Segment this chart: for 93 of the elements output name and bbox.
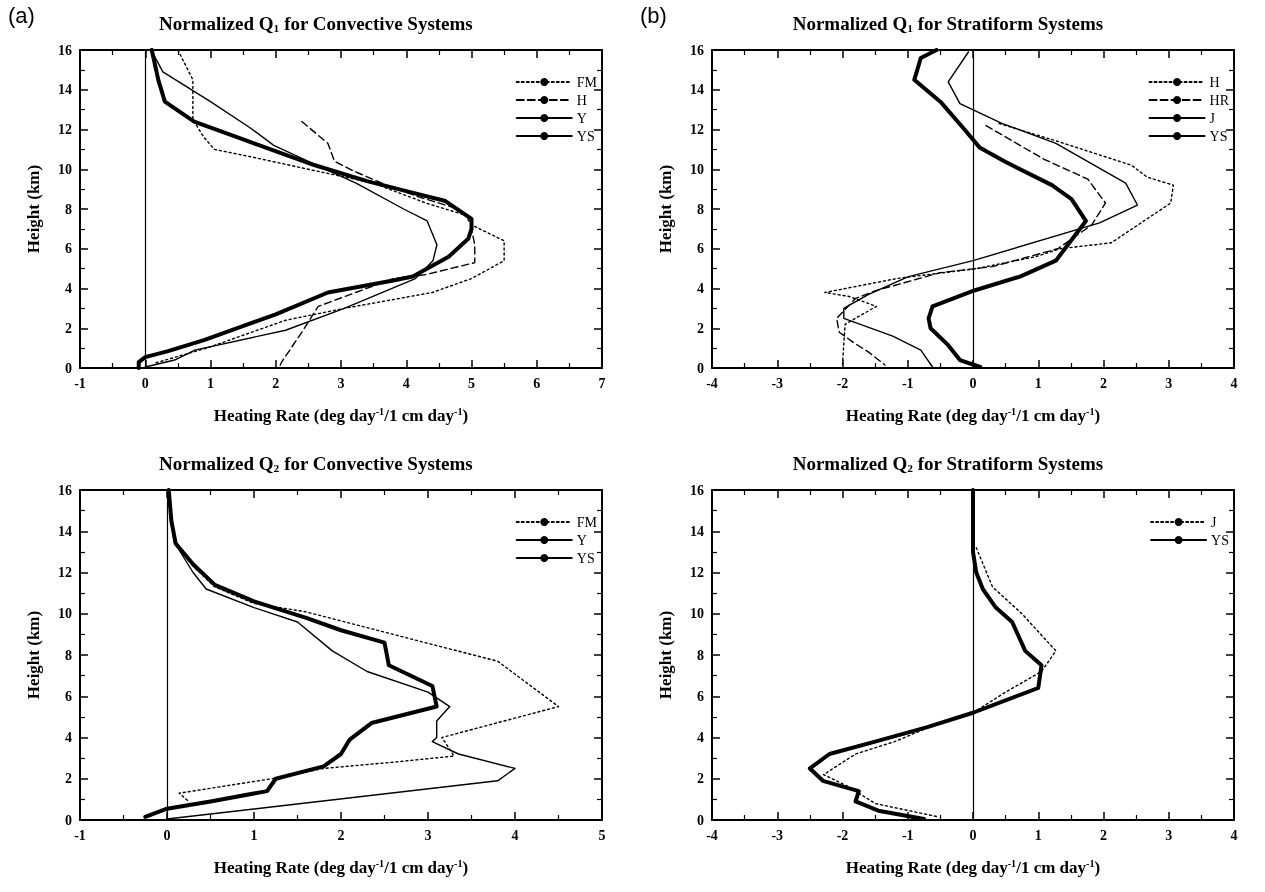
x-tick-label: 2 — [337, 827, 345, 843]
x-tick-label: 3 — [424, 827, 432, 843]
legend-label: YS — [576, 128, 595, 144]
x-tick-label: 3 — [1165, 375, 1173, 391]
y-tick-label: 4 — [65, 730, 72, 745]
chart-title: Normalized Q1 for Convective Systems — [159, 12, 473, 34]
legend-label: H — [1209, 74, 1220, 90]
y-tick-label: 4 — [697, 281, 704, 296]
legend-label: HR — [1209, 92, 1230, 108]
chart-title: Normalized Q2 for Stratiform Systems — [792, 452, 1104, 474]
y-tick-label: 0 — [697, 360, 704, 376]
legend-label: FM — [576, 514, 598, 530]
x-tick-label: -2 — [836, 827, 849, 843]
legend-label: YS — [1209, 128, 1228, 144]
y-tick-label: 8 — [65, 647, 72, 663]
y-axis-title: Height (km) — [656, 610, 675, 700]
x-tick-label: 0 — [969, 375, 977, 391]
legend-label: YS — [1211, 532, 1230, 548]
x-tick-label: -1 — [901, 827, 914, 843]
x-tick-label: 3 — [337, 375, 345, 391]
x-tick-label: 1 — [1034, 375, 1042, 391]
y-tick-label: 6 — [65, 241, 72, 257]
legend-label: J — [1211, 514, 1218, 530]
y-tick-label: 6 — [697, 241, 704, 257]
y-tick-label: 6 — [65, 688, 72, 704]
x-tick-label: 3 — [1165, 827, 1173, 843]
x-tick-label: 5 — [598, 827, 606, 843]
y-tick-label: 12 — [58, 122, 72, 137]
y-tick-label: 0 — [697, 812, 704, 828]
x-tick-label: -3 — [771, 375, 784, 391]
y-tick-label: 10 — [690, 161, 704, 177]
y-tick-label: 12 — [58, 565, 72, 580]
y-tick-label: 14 — [58, 523, 72, 539]
y-tick-label: 14 — [690, 82, 704, 98]
y-tick-label: 4 — [65, 281, 72, 296]
legend-label: Y — [576, 110, 587, 126]
x-tick-label: -1 — [74, 375, 86, 391]
x-tick-label: 4 — [1230, 375, 1238, 391]
y-tick-label: 8 — [697, 647, 704, 663]
y-axis-title: Height (km) — [24, 610, 43, 700]
y-tick-label: 16 — [58, 482, 72, 498]
x-tick-label: 2 — [1100, 827, 1107, 843]
y-tick-label: 2 — [65, 771, 72, 787]
x-tick-label: -1 — [74, 827, 86, 843]
legend-label: H — [576, 92, 587, 108]
y-tick-label: 10 — [58, 161, 72, 177]
x-tick-label: 0 — [163, 827, 171, 843]
x-tick-label: -2 — [836, 375, 849, 391]
legend-label: FM — [576, 74, 598, 90]
x-tick-label: -4 — [706, 375, 718, 391]
y-tick-label: 14 — [58, 82, 72, 98]
x-tick-label: -3 — [771, 827, 784, 843]
x-tick-label: 0 — [969, 827, 977, 843]
x-tick-label: 5 — [468, 375, 475, 391]
x-tick-label: 6 — [533, 375, 541, 391]
text: (a) — [8, 2, 35, 28]
x-tick-label: 2 — [1100, 375, 1107, 391]
x-tick-label: 1 — [1034, 827, 1042, 843]
y-tick-label: 12 — [690, 122, 704, 137]
x-tick-label: 4 — [1230, 827, 1238, 843]
y-tick-label: 2 — [697, 771, 704, 787]
y-tick-label: 2 — [65, 320, 72, 336]
y-tick-label: 2 — [697, 320, 704, 336]
y-tick-label: 16 — [690, 482, 704, 498]
x-tick-label: 4 — [511, 827, 519, 843]
text: (b) — [640, 2, 667, 28]
legend-label: J — [1209, 110, 1216, 126]
x-tick-label: -4 — [706, 827, 718, 843]
x-tick-label: 1 — [250, 827, 258, 843]
y-tick-label: 10 — [690, 606, 704, 622]
y-tick-label: 16 — [58, 42, 72, 58]
y-tick-label: 12 — [690, 565, 704, 580]
legend-label: Y — [576, 532, 587, 548]
y-tick-label: 6 — [697, 688, 704, 704]
y-tick-label: 8 — [697, 201, 704, 217]
y-tick-label: 8 — [65, 201, 72, 217]
y-tick-label: 4 — [697, 730, 704, 745]
legend-label: YS — [576, 550, 595, 566]
y-tick-label: 10 — [58, 606, 72, 622]
x-tick-label: 7 — [598, 375, 606, 391]
x-tick-label: 4 — [402, 375, 410, 391]
y-axis-title: Height (km) — [24, 164, 43, 254]
y-tick-label: 0 — [65, 812, 72, 828]
x-tick-label: 1 — [207, 375, 214, 391]
y-tick-label: 0 — [65, 360, 72, 376]
y-tick-label: 14 — [690, 523, 704, 539]
x-tick-label: 2 — [272, 375, 280, 391]
y-axis-title: Height (km) — [656, 164, 675, 254]
chart-title: Normalized Q1 for Stratiform Systems — [792, 12, 1104, 34]
chart-title: Normalized Q2 for Convective Systems — [159, 452, 473, 474]
y-tick-label: 16 — [690, 42, 704, 58]
x-tick-label: 0 — [141, 375, 149, 391]
x-tick-label: -1 — [901, 375, 914, 391]
